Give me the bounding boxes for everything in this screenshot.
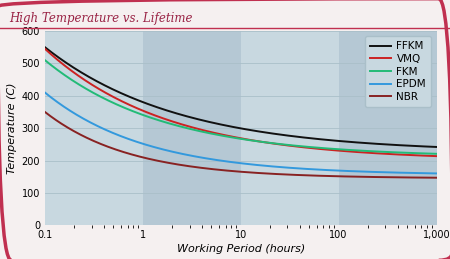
FFKM	[228, 125, 234, 128]
VMQ	[42, 47, 48, 51]
Bar	[241, 31, 338, 225]
Line: FKM: FKM	[45, 60, 436, 154]
VMQ	[424, 154, 430, 157]
FFKM	[275, 133, 281, 136]
EPDM	[42, 91, 48, 94]
VMQ	[363, 151, 369, 154]
FKM	[434, 152, 439, 155]
EPDM	[228, 160, 234, 163]
NBR	[254, 171, 260, 175]
FKM	[363, 149, 369, 153]
FKM	[254, 140, 260, 143]
X-axis label: Working Period (hours): Working Period (hours)	[176, 244, 305, 254]
NBR	[228, 169, 234, 172]
EPDM	[230, 161, 236, 164]
NBR	[275, 172, 281, 176]
FKM	[275, 142, 281, 145]
NBR	[434, 176, 439, 179]
EPDM	[424, 172, 430, 175]
FFKM	[363, 141, 369, 145]
FFKM	[434, 145, 439, 148]
VMQ	[228, 135, 234, 138]
FFKM	[230, 125, 236, 128]
Text: High Temperature vs. Lifetime: High Temperature vs. Lifetime	[9, 12, 193, 25]
EPDM	[434, 172, 439, 175]
FKM	[230, 136, 236, 139]
FKM	[42, 59, 48, 62]
FFKM	[42, 46, 48, 49]
Legend: FFKM, VMQ, FKM, EPDM, NBR: FFKM, VMQ, FKM, EPDM, NBR	[365, 36, 431, 107]
NBR	[424, 176, 430, 179]
Line: FFKM: FFKM	[45, 47, 436, 147]
EPDM	[254, 163, 260, 167]
VMQ	[275, 143, 281, 146]
FKM	[424, 152, 430, 155]
NBR	[230, 170, 236, 173]
FFKM	[424, 145, 430, 148]
EPDM	[275, 165, 281, 168]
Line: VMQ: VMQ	[45, 49, 436, 156]
VMQ	[254, 140, 260, 143]
FFKM	[254, 130, 260, 133]
VMQ	[434, 155, 439, 158]
Line: NBR: NBR	[45, 112, 436, 178]
VMQ	[230, 135, 236, 139]
Line: EPDM: EPDM	[45, 92, 436, 174]
NBR	[363, 175, 369, 178]
Bar	[338, 31, 436, 225]
Bar	[45, 31, 143, 225]
FKM	[228, 136, 234, 139]
EPDM	[363, 170, 369, 173]
NBR	[42, 110, 48, 113]
Bar	[143, 31, 241, 225]
Y-axis label: Temperature (C): Temperature (C)	[8, 82, 18, 174]
